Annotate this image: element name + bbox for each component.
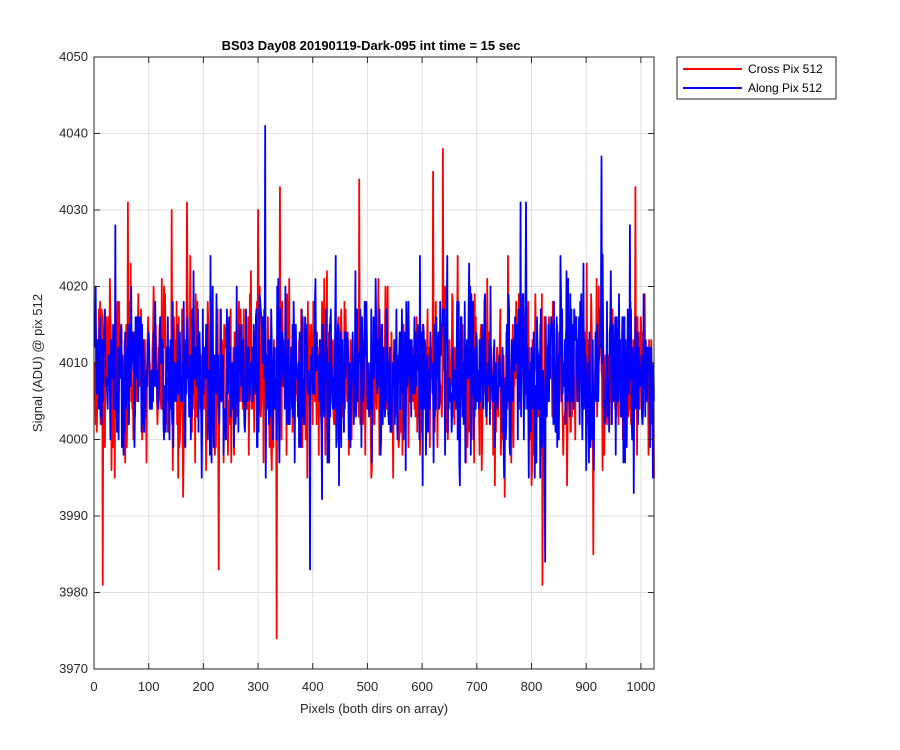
x-tick-label: 100: [138, 679, 160, 694]
y-tick-label: 4050: [59, 49, 88, 64]
y-axis-label: Signal (ADU) @ pix 512: [30, 294, 45, 432]
legend: Cross Pix 512 Along Pix 512: [676, 56, 837, 100]
x-tick-label: 400: [302, 679, 324, 694]
x-tick-label: 300: [247, 679, 269, 694]
y-tick-label: 4000: [59, 432, 88, 447]
y-tick-label: 4030: [59, 202, 88, 217]
y-tick-label: 3990: [59, 508, 88, 523]
x-tick-label: 700: [466, 679, 488, 694]
x-tick-label: 1000: [626, 679, 655, 694]
y-tick-label: 4010: [59, 355, 88, 370]
y-axis: 3970 3980 3990 4000 4010 4020 4030 4040 4050: [59, 49, 654, 676]
y-tick-label: 4040: [59, 126, 88, 141]
y-tick-label: 4020: [59, 279, 88, 294]
x-tick-label: 800: [521, 679, 543, 694]
legend-box: [676, 56, 837, 100]
x-axis: 0 100 200 300 400 500 600 700 800 900 1000: [90, 57, 655, 694]
y-tick-label: 3980: [59, 585, 88, 600]
series-line-along-pix-512: [93, 124, 655, 571]
legend-label-along-pix: Along Pix 512: [748, 81, 822, 95]
x-tick-label: 200: [193, 679, 215, 694]
x-tick-label: 0: [90, 679, 97, 694]
series-layer: [93, 124, 655, 640]
y-tick-label: 3970: [59, 661, 88, 676]
x-axis-label: Pixels (both dirs on array): [300, 701, 448, 716]
chart-title: BS03 Day08 20190119-Dark-095 int time = …: [222, 38, 521, 53]
x-tick-label: 600: [411, 679, 433, 694]
legend-label-cross-pix: Cross Pix 512: [748, 62, 823, 76]
x-tick-label: 900: [575, 679, 597, 694]
x-tick-label: 500: [357, 679, 379, 694]
